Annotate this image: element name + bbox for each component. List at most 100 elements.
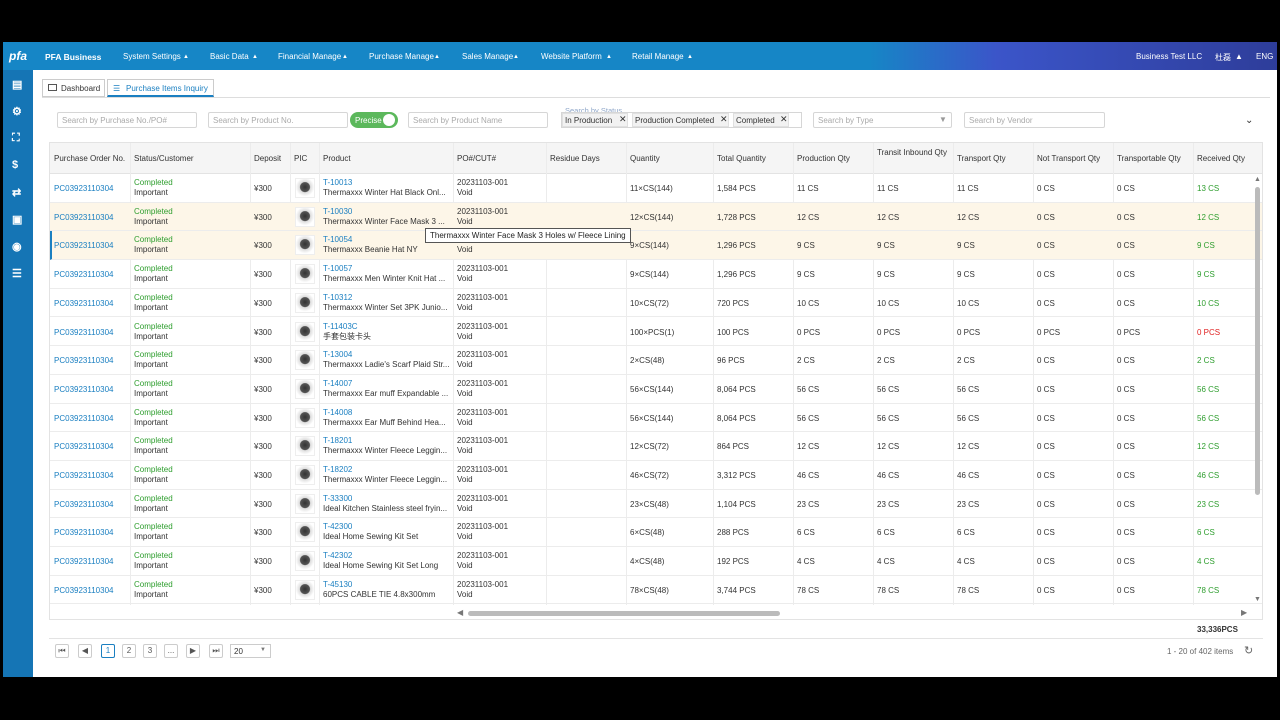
column-header[interactable]: Total Quantity bbox=[717, 154, 766, 163]
nav-menu[interactable]: Retail Manage bbox=[632, 52, 684, 61]
column-header[interactable]: Status/Customer bbox=[134, 154, 194, 163]
column-header[interactable]: Received Qty bbox=[1197, 154, 1246, 163]
table-row[interactable] bbox=[50, 318, 1262, 347]
tab-label[interactable]: Purchase Items Inquiry bbox=[126, 84, 208, 93]
page-button[interactable]: ... bbox=[164, 644, 178, 658]
sidebar-icon[interactable]: ▤ bbox=[12, 79, 23, 91]
collapse[interactable]: ⌄ bbox=[1245, 115, 1254, 126]
refresh[interactable]: ↻ bbox=[1244, 645, 1254, 657]
page-size[interactable] bbox=[230, 644, 271, 658]
column-header[interactable]: Purchase Order No. bbox=[54, 154, 126, 163]
column-header[interactable]: PO#/CUT# bbox=[457, 154, 497, 163]
cell-product-no[interactable]: T-10312 bbox=[323, 292, 353, 302]
cell-po[interactable]: PC03923110304 bbox=[54, 298, 114, 308]
column-header[interactable]: Not Transport Qty bbox=[1037, 154, 1101, 163]
cell-product-no[interactable]: T-10013 bbox=[323, 178, 353, 187]
cell-po[interactable]: PC03923110304 bbox=[54, 384, 114, 394]
scroll-right[interactable]: ▶ bbox=[1241, 608, 1248, 617]
cell-po[interactable]: PC03923110304 bbox=[54, 270, 114, 280]
cell-po[interactable]: PC03923110304 bbox=[54, 499, 114, 509]
table-row[interactable] bbox=[50, 202, 1262, 232]
nav-menu[interactable]: Financial Manage bbox=[278, 52, 342, 61]
table-row[interactable] bbox=[50, 461, 1262, 490]
column-header[interactable]: Deposit bbox=[254, 154, 282, 163]
column-header[interactable]: Transit Inbound Qty bbox=[877, 148, 947, 157]
sidebar-icon[interactable]: ⚙ bbox=[12, 106, 22, 118]
v-scrollbar[interactable] bbox=[1255, 187, 1260, 495]
cell-product-no[interactable]: T-10057 bbox=[323, 264, 353, 274]
table-row[interactable] bbox=[50, 231, 1262, 261]
cell-product-no[interactable]: T-45130 bbox=[323, 579, 353, 589]
nav-menu[interactable]: System Settings bbox=[123, 52, 181, 61]
nav-menu[interactable]: Basic Data bbox=[210, 52, 249, 61]
column-header[interactable]: Quantity bbox=[630, 154, 660, 163]
tab[interactable] bbox=[42, 79, 105, 97]
nav-menu[interactable]: Sales Manage bbox=[462, 52, 514, 61]
sidebar-icon[interactable]: $ bbox=[12, 159, 19, 171]
table-row[interactable] bbox=[50, 404, 1262, 433]
scroll-down[interactable]: ▼ bbox=[1254, 596, 1261, 603]
cell-po[interactable]: PC03923110304 bbox=[54, 413, 114, 423]
scroll-left[interactable]: ◀ bbox=[457, 608, 464, 617]
column-header[interactable]: Residue Days bbox=[550, 154, 600, 163]
table-row[interactable] bbox=[50, 518, 1262, 548]
table-row[interactable] bbox=[50, 174, 1262, 203]
nav-menu[interactable]: Purchase Manage bbox=[369, 52, 434, 61]
cell-product-no[interactable]: T-14008 bbox=[323, 407, 353, 417]
column-header[interactable]: Transportable Qty bbox=[1117, 154, 1181, 163]
scroll-up[interactable]: ▲ bbox=[1254, 176, 1261, 183]
tab-label[interactable]: Dashboard bbox=[61, 84, 101, 93]
sidebar-icon[interactable]: ◉ bbox=[12, 241, 22, 253]
chip-remove[interactable]: ✕ bbox=[720, 114, 728, 124]
cell-product-no[interactable]: T-42302 bbox=[323, 551, 353, 561]
sidebar-icon[interactable]: ⇄ bbox=[12, 187, 22, 199]
chip-remove[interactable]: ✕ bbox=[619, 114, 627, 124]
table-row[interactable] bbox=[50, 289, 1262, 318]
cell-product-no[interactable]: T-14007 bbox=[323, 378, 353, 388]
table-row[interactable] bbox=[50, 576, 1262, 605]
cell-product-no[interactable]: T-13004 bbox=[323, 350, 353, 360]
search-vendor[interactable]: Search by Vendor bbox=[964, 112, 1105, 128]
chip-remove[interactable]: ✕ bbox=[780, 114, 788, 124]
page-button[interactable]: 3 bbox=[143, 644, 157, 658]
last-page[interactable]: ⏭ bbox=[209, 644, 223, 658]
sidebar-icon[interactable]: ▣ bbox=[12, 214, 23, 226]
h-scrollbar[interactable] bbox=[468, 611, 780, 616]
cell-po[interactable]: PC03923110304 bbox=[54, 356, 114, 366]
cell-product-no[interactable]: T-10030 bbox=[323, 206, 353, 216]
cell-po[interactable]: PC03923110304 bbox=[54, 442, 114, 452]
cell-product-no[interactable]: T-33300 bbox=[323, 493, 353, 503]
cell-po[interactable]: PC03923110304 bbox=[54, 471, 114, 480]
status-select[interactable] bbox=[561, 112, 802, 128]
search-purchase[interactable]: Search by Purchase No./PO# bbox=[57, 112, 197, 128]
column-header[interactable]: Product bbox=[323, 154, 351, 163]
cell-product-no[interactable]: T-18202 bbox=[323, 465, 353, 474]
sidebar-icon[interactable]: ☰ bbox=[12, 268, 22, 280]
table-row[interactable] bbox=[50, 260, 1262, 289]
search-product-no[interactable]: Search by Product No. bbox=[208, 112, 348, 128]
column-header[interactable]: Transport Qty bbox=[957, 154, 1006, 163]
cell-po[interactable]: PC03923110304 bbox=[54, 327, 114, 337]
app-name[interactable]: PFA Business bbox=[45, 52, 102, 62]
table-row[interactable] bbox=[50, 432, 1262, 461]
search-product-name[interactable]: Search by Product Name bbox=[408, 112, 548, 128]
prev-page[interactable]: ◀ bbox=[78, 644, 92, 658]
company[interactable]: Business Test LLC bbox=[1136, 52, 1203, 61]
cell-po[interactable]: PC03923110304 bbox=[54, 241, 114, 251]
cell-po[interactable]: PC03923110304 bbox=[54, 528, 114, 538]
cell-product-no[interactable]: T-11403C bbox=[323, 321, 358, 331]
lang[interactable]: ENG bbox=[1256, 52, 1274, 61]
user[interactable]: 杜磊 bbox=[1215, 53, 1231, 62]
tab-active[interactable] bbox=[107, 79, 214, 97]
table-row[interactable] bbox=[50, 490, 1262, 519]
cell-product-no[interactable]: T-42300 bbox=[323, 522, 353, 532]
cell-po[interactable]: PC03923110304 bbox=[54, 557, 114, 567]
page-button[interactable]: 2 bbox=[122, 644, 136, 658]
table-row[interactable] bbox=[50, 346, 1262, 375]
cell-po[interactable]: PC03923110304 bbox=[54, 212, 114, 222]
sidebar-icon[interactable]: ⛶ bbox=[12, 132, 20, 144]
cell-product-no[interactable]: T-10054 bbox=[323, 235, 353, 245]
table-row[interactable] bbox=[50, 547, 1262, 576]
cell-po[interactable]: PC03923110304 bbox=[54, 585, 114, 595]
cell-po[interactable]: PC03923110304 bbox=[54, 184, 114, 193]
